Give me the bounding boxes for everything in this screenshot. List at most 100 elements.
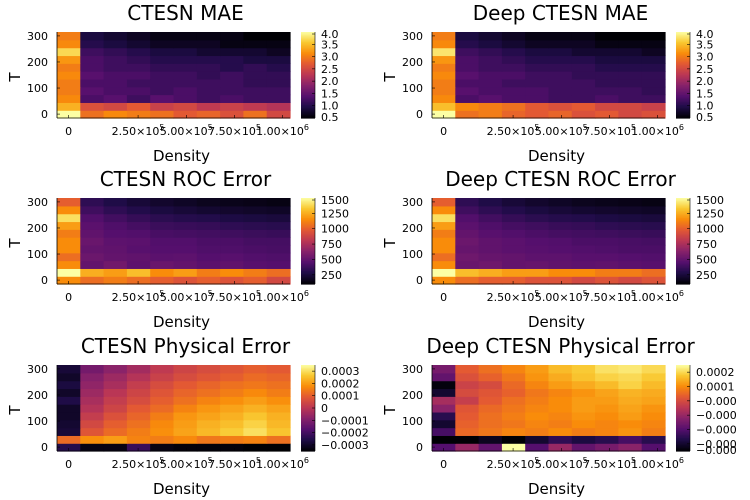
heatmap-cell [57, 55, 81, 64]
heatmap-cell [220, 102, 244, 111]
colorbar-tick-label: −0.000 [696, 424, 737, 437]
heatmap-cell [548, 380, 573, 390]
colorbar-segment [301, 32, 315, 35]
colorbar-segment [676, 63, 690, 66]
heatmap-cell [571, 110, 596, 119]
heatmap-cell [173, 252, 198, 262]
heatmap-cell [80, 32, 105, 41]
heatmap-cell [548, 427, 573, 436]
heatmap-cell [595, 110, 619, 119]
y-tick-label: 300 [402, 30, 423, 43]
heatmap-cell [57, 86, 81, 96]
colorbar-segment [676, 408, 690, 411]
colorbar-segment [676, 265, 690, 268]
heatmap-cell [432, 427, 456, 436]
heatmap-cell [571, 237, 596, 246]
colorbar-segment [676, 44, 690, 47]
colorbar-segment [676, 230, 690, 233]
colorbar-segment [676, 402, 690, 405]
heatmap-cell [618, 32, 643, 41]
heatmap-cell [126, 213, 151, 223]
colorbar-segment [301, 415, 315, 418]
colorbar-segment [676, 449, 690, 452]
colorbar-segment [676, 258, 690, 261]
heatmap-cell [266, 411, 291, 421]
heatmap-cell [196, 260, 221, 269]
colorbar-segment [676, 67, 690, 70]
colorbar-segment [301, 113, 315, 116]
y-axis-label: T [6, 405, 24, 416]
heatmap-cell [525, 268, 550, 277]
colorbar-segment [301, 443, 315, 446]
heatmap-cell [525, 396, 550, 405]
heatmap-cell [501, 268, 526, 277]
heatmap-cell [478, 78, 503, 88]
heatmap-cell [501, 221, 526, 230]
colorbar-tick-label: 0.0001 [321, 390, 360, 403]
heatmap-cell [432, 86, 456, 96]
heatmap-cell [243, 372, 268, 382]
heatmap-cell [243, 427, 268, 436]
heatmap-cell [196, 205, 221, 215]
heatmap-cell [196, 435, 221, 444]
colorbar-segment [301, 225, 315, 228]
colorbar-segment [676, 252, 690, 255]
heatmap-cell [432, 205, 456, 215]
colorbar: 0.51.01.52.02.53.03.54.0 [676, 28, 714, 124]
colorbar-segment [301, 416, 315, 419]
colorbar-segment [676, 103, 690, 106]
heatmap-cell [525, 55, 550, 64]
colorbar-segment [676, 235, 690, 238]
colorbar-tick-label: 1.0 [696, 100, 714, 113]
heatmap-cell [618, 47, 643, 57]
x-tick-label: 2.50×105 [487, 456, 540, 471]
heatmap-cell [103, 229, 128, 238]
heatmap-cell [57, 427, 81, 436]
colorbar-tick-label: 1250 [696, 207, 724, 220]
heatmap-cell [641, 372, 666, 382]
heatmap-cell [525, 32, 550, 41]
colorbar-segment [676, 62, 690, 65]
colorbar-segment [676, 276, 690, 279]
colorbar-segment [301, 271, 315, 274]
heatmap-cell [641, 71, 666, 80]
heatmap-cell [618, 94, 643, 103]
heatmap-cell [525, 213, 550, 223]
colorbar-segment [676, 238, 690, 241]
colorbar-tick-label: 1500 [696, 194, 724, 207]
heatmap-cell [57, 268, 81, 277]
colorbar-segment [676, 248, 690, 251]
heatmap-cell [641, 237, 666, 246]
heatmap-cell [455, 411, 480, 421]
x-tick-label: 1.00×106 [631, 123, 684, 138]
heatmap-cell [80, 252, 105, 262]
colorbar-segment [676, 445, 690, 448]
x-axis-label: Density [153, 480, 210, 498]
heatmap-cell [571, 78, 596, 88]
heatmap-cell [103, 427, 128, 436]
colorbar-tick-label: 1250 [321, 207, 349, 220]
heatmap-cell [150, 372, 175, 382]
colorbar-segment [301, 373, 315, 376]
heatmap-cell [432, 237, 456, 246]
heatmap-cell [220, 365, 244, 374]
heatmap-cell [478, 39, 503, 49]
heatmap-cell [220, 198, 244, 207]
colorbar-segment [301, 249, 315, 252]
heatmap-cell [478, 32, 503, 41]
heatmap-cell [478, 205, 503, 215]
heatmap-cell [57, 404, 81, 413]
heatmap-cell [220, 55, 244, 64]
heatmap-cell [618, 102, 643, 111]
colorbar-segment [676, 396, 690, 399]
y-tick-label: 200 [402, 56, 423, 69]
heatmap-cell [266, 78, 291, 88]
colorbar-segment [676, 241, 690, 244]
heatmap-cell [478, 260, 503, 269]
heatmap-cell [196, 388, 221, 397]
y-axis-label: T [381, 405, 399, 416]
colorbar-segment [676, 106, 690, 109]
heatmap-cell [173, 47, 198, 57]
heatmap-cell [478, 396, 503, 405]
